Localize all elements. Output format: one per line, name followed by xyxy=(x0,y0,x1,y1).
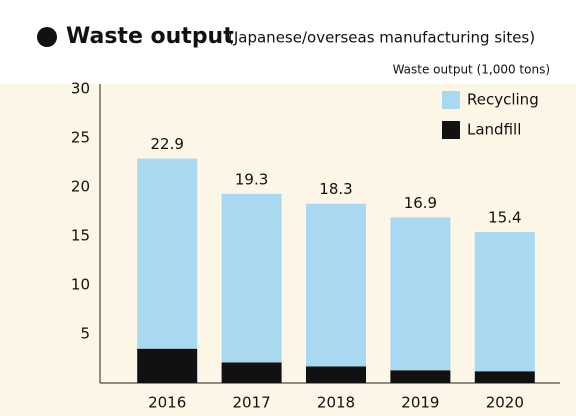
y-tick-label: 5 xyxy=(80,325,90,343)
total-label: 16.9 xyxy=(404,194,437,212)
legend-label: Recycling xyxy=(467,91,539,109)
bar-segment xyxy=(390,217,451,371)
y-tick-label: 15 xyxy=(71,227,90,245)
bar-segment xyxy=(474,232,535,372)
title-bullet xyxy=(37,27,57,47)
y-tick-label: 20 xyxy=(71,178,90,196)
total-label: 22.9 xyxy=(150,135,183,153)
chart-title: Waste output xyxy=(66,24,234,49)
total-label: 18.3 xyxy=(319,180,352,198)
x-tick-label: 2020 xyxy=(486,394,524,412)
bar-segment xyxy=(390,370,451,383)
bar-segment xyxy=(137,158,198,349)
x-tick-label: 2016 xyxy=(148,394,186,412)
x-tick-label: 2018 xyxy=(317,394,355,412)
chart-subtitle: (Japanese/overseas manufacturing sites) xyxy=(228,29,535,47)
total-label: 15.4 xyxy=(488,209,521,227)
bar-segment xyxy=(306,366,366,383)
bar-segment xyxy=(306,203,366,367)
bar-segment xyxy=(474,371,535,383)
legend-swatch xyxy=(442,91,460,109)
legend-label: Landfill xyxy=(467,121,521,139)
x-tick-label: 2019 xyxy=(401,394,439,412)
y-axis-label: Waste output (1,000 tons) xyxy=(393,63,550,77)
y-tick-label: 10 xyxy=(71,276,90,294)
total-label: 19.3 xyxy=(235,170,268,188)
bar-segment xyxy=(137,348,198,383)
legend-swatch xyxy=(442,121,460,139)
x-tick-label: 2017 xyxy=(233,394,271,412)
y-tick-label: 30 xyxy=(71,80,90,98)
y-tick-label: 25 xyxy=(71,129,90,147)
bar-segment xyxy=(221,362,282,383)
bar-segment xyxy=(221,193,282,363)
